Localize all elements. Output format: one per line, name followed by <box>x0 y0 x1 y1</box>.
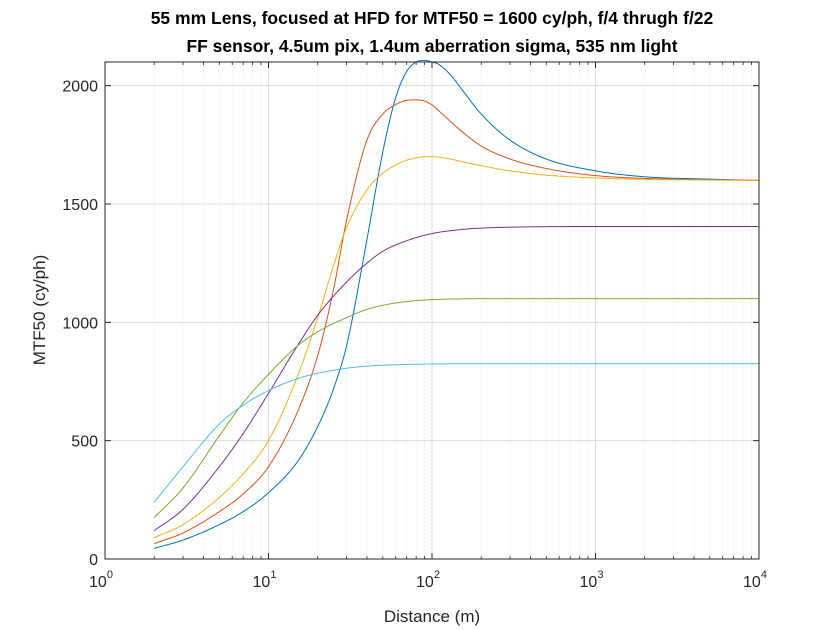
series-line-2 <box>154 99 760 545</box>
x-tick-label: 104 <box>743 569 767 591</box>
y-tick-label: 500 <box>71 434 98 451</box>
y-tick-labels: 0 500 1000 1500 2000 <box>62 79 98 569</box>
series-layer <box>153 59 760 549</box>
y-tick-label: 0 <box>89 552 98 569</box>
y-axis-label: MTF50 (cy/ph) <box>30 255 49 366</box>
y-tick-label: 1000 <box>62 315 98 332</box>
series-line-3 <box>154 156 760 539</box>
series-line-1 <box>154 59 760 549</box>
x-axis-label: Distance (m) <box>384 607 480 626</box>
series-line-6 <box>153 363 759 503</box>
chart-title-line-2: FF sensor, 4.5um pix, 1.4um aberration s… <box>186 36 677 56</box>
x-tick-label: 101 <box>253 569 277 591</box>
x-tick-labels: 100 101 102 103 104 <box>89 569 767 591</box>
series-line-5 <box>153 298 759 518</box>
y-tick-label: 1500 <box>62 197 98 214</box>
x-tick-label: 102 <box>416 569 440 591</box>
tick-marks <box>104 62 760 560</box>
x-tick-label: 100 <box>89 569 113 591</box>
chart-title-line-1: 55 mm Lens, focused at HFD for MTF50 = 1… <box>151 8 714 28</box>
minor-grid <box>153 62 752 559</box>
series-line-4 <box>153 225 759 532</box>
y-tick-label: 2000 <box>62 79 98 96</box>
x-tick-label: 103 <box>580 569 604 591</box>
